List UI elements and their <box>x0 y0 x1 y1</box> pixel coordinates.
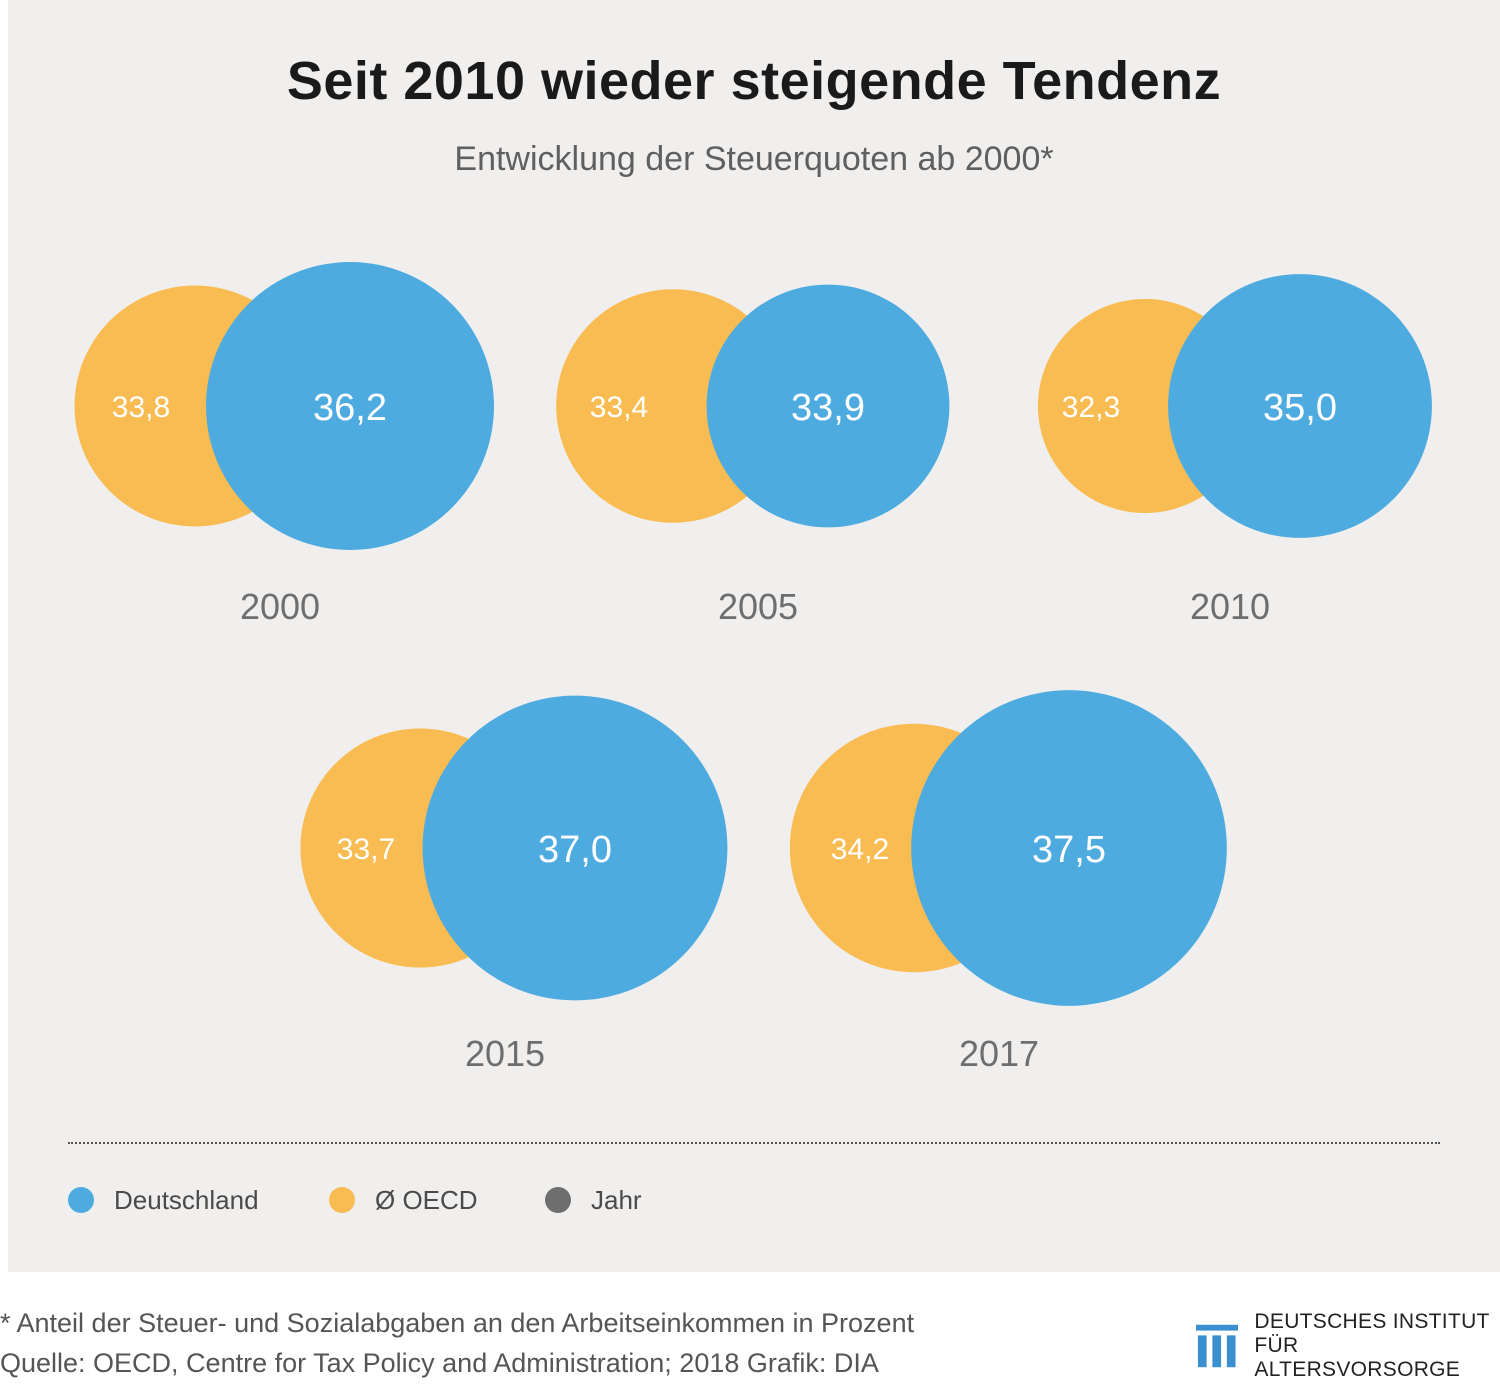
year-label-2010: 2010 <box>1190 586 1270 627</box>
deutschland-bubble-2010 <box>1168 274 1432 538</box>
dia-logo-icon <box>1196 1324 1239 1368</box>
legend-dot-oecd <box>329 1187 355 1213</box>
chart-title: Seit 2010 wieder steigende Tendenz <box>286 51 1222 111</box>
legend-item-deutschland: Deutschland <box>68 1182 259 1218</box>
dia-logo: DEUTSCHES INSTITUT FÜR ALTERSVORSORGE <box>1196 1310 1500 1382</box>
year-label-2017: 2017 <box>959 1033 1039 1074</box>
deutschland-bubble-2017 <box>911 690 1227 1006</box>
deutschland-value-label-2017: 37,5 <box>1032 829 1106 871</box>
deutschland-value-label-2010: 35,0 <box>1263 387 1337 429</box>
deutschland-bubble-2005 <box>706 284 950 528</box>
deutschland-bubble-2000 <box>206 262 494 550</box>
deutschland-value-label-2000: 36,2 <box>313 387 387 429</box>
footnote-source: Quelle: OECD, Centre for Tax Policy and … <box>0 1348 879 1378</box>
legend-item-jahr: Jahr <box>545 1182 642 1218</box>
logo-text-line-1: DEUTSCHES INSTITUT <box>1254 1310 1490 1333</box>
oecd-value-label-2000: 33,8 <box>112 391 170 424</box>
footnote-definition: * Anteil der Steuer- und Sozialabgaben a… <box>0 1308 915 1338</box>
legend-dot-deutschland <box>68 1187 94 1213</box>
chart-panel <box>8 0 1500 1272</box>
oecd-value-label-2017: 34,2 <box>831 833 889 866</box>
bubble-chart: 33,8 36,2 2000 33,4 33,9 2005 32,3 35,0 2010 33,7… <box>74 262 1432 1074</box>
year-label-2015: 2015 <box>465 1033 545 1074</box>
logo-text-line-2: FÜR ALTERSVORSORGE <box>1254 1334 1461 1381</box>
oecd-value-label-2015: 33,7 <box>337 833 395 866</box>
legend-label-oecd: Ø OECD <box>375 1184 478 1215</box>
deutschland-value-label-2015: 37,0 <box>538 829 612 871</box>
legend-label-jahr: Jahr <box>591 1184 642 1215</box>
chart-subtitle: Entwicklung der Steuerquoten ab 2000* <box>454 140 1054 178</box>
legend-dot-jahr <box>545 1187 571 1213</box>
year-label-2000: 2000 <box>240 586 320 627</box>
legend-divider <box>68 1142 1440 1144</box>
deutschland-bubble-2015 <box>422 695 728 1001</box>
oecd-value-label-2005: 33,4 <box>590 391 648 424</box>
deutschland-value-label-2005: 33,9 <box>791 387 865 429</box>
oecd-value-label-2010: 32,3 <box>1062 391 1120 424</box>
legend-item-oecd: Ø OECD <box>329 1182 478 1218</box>
legend-label-deutschland: Deutschland <box>114 1184 259 1215</box>
year-label-2005: 2005 <box>718 586 798 627</box>
